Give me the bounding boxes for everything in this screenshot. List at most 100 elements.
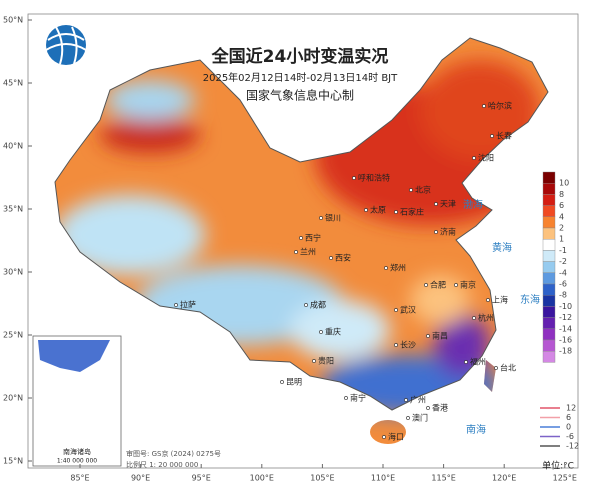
city-label: 拉萨 bbox=[180, 300, 196, 310]
colorbar-label: -12 bbox=[559, 313, 572, 322]
city-dot bbox=[299, 236, 303, 240]
city-dot bbox=[319, 330, 323, 334]
city-label: 济南 bbox=[440, 227, 456, 237]
lat-label: 25°N bbox=[3, 331, 23, 340]
contour-legend-label: -12 bbox=[566, 442, 579, 451]
lat-label: 45°N bbox=[3, 79, 23, 88]
city-dot bbox=[344, 396, 348, 400]
lat-label: 50°N bbox=[3, 16, 23, 25]
city-label: 天津 bbox=[440, 199, 456, 209]
city-dot bbox=[294, 250, 298, 254]
city-dot bbox=[486, 298, 490, 302]
city-dot bbox=[384, 266, 388, 270]
city-label: 太原 bbox=[370, 205, 386, 215]
colorbar-label: 8 bbox=[559, 190, 564, 199]
colorbar-swatch bbox=[542, 283, 556, 296]
colorbar-swatch bbox=[542, 227, 556, 240]
city-dot bbox=[174, 303, 178, 307]
city-label: 兰州 bbox=[300, 247, 316, 257]
city-label: 南昌 bbox=[432, 331, 448, 341]
city-label: 呼和浩特 bbox=[358, 173, 390, 183]
title: 全国近24小时变温实况 bbox=[211, 46, 389, 67]
lat-label: 40°N bbox=[3, 142, 23, 151]
lon-label: 110°E bbox=[371, 474, 395, 483]
colorbar-swatch bbox=[542, 261, 556, 274]
city-label: 武汉 bbox=[400, 305, 416, 315]
colorbar-swatch bbox=[542, 194, 556, 206]
city-dot bbox=[426, 334, 430, 338]
colorbar-label: -14 bbox=[559, 324, 572, 333]
lon-label: 125°E bbox=[553, 474, 577, 483]
city-label: 重庆 bbox=[325, 327, 341, 337]
colorbar-label: -4 bbox=[559, 268, 567, 277]
colorbar-swatch bbox=[542, 171, 556, 184]
sea-label: 南海 bbox=[466, 423, 486, 436]
china-border bbox=[54, 37, 549, 411]
city-dot bbox=[404, 398, 408, 402]
city-label: 台北 bbox=[500, 363, 516, 373]
colorbar-swatch bbox=[542, 339, 556, 352]
city-dot bbox=[434, 230, 438, 234]
colorbar-label: -6 bbox=[559, 280, 567, 289]
city-label: 北京 bbox=[415, 185, 431, 195]
city-dot bbox=[382, 435, 386, 439]
city-dot bbox=[364, 208, 368, 212]
city-label: 福州 bbox=[470, 358, 486, 367]
inset-title: 南海诸岛 bbox=[63, 447, 91, 456]
city-dot bbox=[312, 359, 316, 363]
colorbar-swatch bbox=[542, 306, 556, 318]
colorbar-swatch bbox=[542, 205, 556, 218]
contour-legend-label: -6 bbox=[566, 432, 574, 441]
contour-legend-label: 0 bbox=[566, 423, 571, 432]
lon-label: 100°E bbox=[250, 474, 274, 483]
sea-label: 渤海 bbox=[463, 198, 483, 211]
colorbar-swatch bbox=[542, 216, 556, 229]
city-label: 上海 bbox=[492, 295, 508, 305]
city-dot bbox=[472, 156, 476, 160]
city-label: 南京 bbox=[460, 280, 476, 290]
colorbar-label: -2 bbox=[559, 257, 567, 266]
lat-label: 20°N bbox=[3, 394, 23, 403]
city-label: 海口 bbox=[388, 432, 404, 442]
lat-label: 15°N bbox=[3, 457, 23, 466]
city-dot bbox=[280, 380, 284, 384]
city-dot bbox=[406, 416, 410, 420]
city-label: 香港 bbox=[432, 403, 448, 413]
city-label: 南宁 bbox=[350, 393, 366, 403]
colorbar-label: -8 bbox=[559, 291, 567, 300]
subtitle: 2025年02月12日14时-02月13日14时 BJT bbox=[203, 71, 398, 84]
colorbar-label: -16 bbox=[559, 336, 572, 345]
lat-label: 35°N bbox=[3, 205, 23, 214]
city-label: 西安 bbox=[335, 253, 351, 263]
contour-legend-label: 12 bbox=[566, 404, 576, 413]
sea-label: 东海 bbox=[520, 293, 540, 306]
colorbar-swatch bbox=[542, 295, 556, 307]
colorbar-swatch bbox=[542, 351, 556, 363]
city-dot bbox=[394, 343, 398, 347]
lon-label: 95°E bbox=[192, 474, 211, 483]
colorbar-label: -10 bbox=[559, 302, 572, 311]
colorbar-label: 2 bbox=[559, 224, 564, 233]
city-dot bbox=[490, 134, 494, 138]
unit: 单位:°C bbox=[542, 460, 574, 472]
city-label: 贵阳 bbox=[318, 356, 334, 366]
city-dot bbox=[424, 283, 428, 287]
city-dot bbox=[352, 176, 356, 180]
city-label: 哈尔滨 bbox=[488, 101, 512, 111]
city-dot bbox=[304, 303, 308, 307]
city-dot bbox=[494, 366, 498, 370]
issuer: 国家气象信息中心制 bbox=[246, 88, 354, 103]
city-dot bbox=[394, 308, 398, 312]
colorbar-swatch bbox=[542, 250, 556, 262]
lon-label: 115°E bbox=[431, 474, 455, 483]
colorbar-swatch bbox=[542, 317, 556, 330]
lon-label: 120°E bbox=[492, 474, 516, 483]
map-scale: 比例尺 1: 20 000 000 bbox=[126, 460, 198, 469]
approval-number: 审图号: GS京 (2024) 0275号 bbox=[126, 449, 221, 458]
colorbar-label: 1 bbox=[559, 235, 564, 244]
colorbar-swatch bbox=[542, 238, 556, 251]
logo bbox=[45, 25, 87, 65]
colorbar-label: 6 bbox=[559, 201, 564, 210]
city-label: 澳门 bbox=[412, 413, 428, 423]
